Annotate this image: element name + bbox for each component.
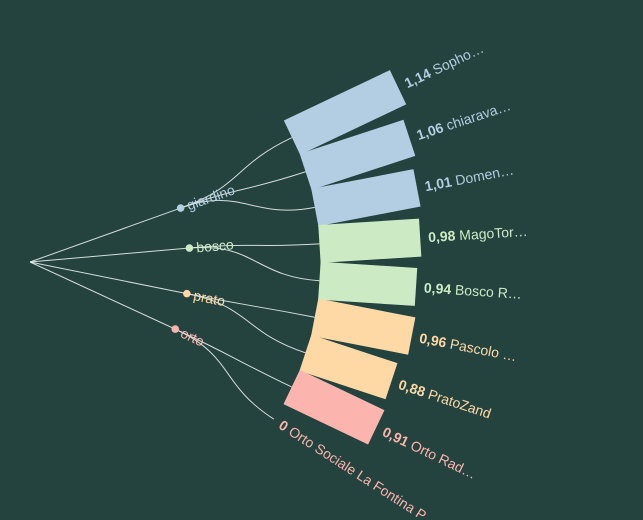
leaf-label-4: 0,94 Bosco R… [423, 279, 522, 301]
link-leaf-8 [175, 328, 275, 420]
category-node-prato [183, 289, 191, 298]
leaf-name-2: Domen… [450, 161, 515, 189]
link-leaf-5 [186, 293, 315, 318]
bar-2 [311, 169, 421, 227]
category-label-giardino: giardino [185, 181, 237, 213]
link-leaf-1 [180, 171, 306, 209]
leaf-label-0: 1,14 Sopho… [402, 40, 486, 91]
link-leaf-4 [189, 246, 320, 282]
link-leaf-6 [186, 293, 306, 354]
category-node-giardino [176, 204, 185, 212]
leaf-name-5: Pascolo … [445, 335, 518, 364]
leaf-label-1: 1,06 chiarava… [414, 97, 512, 143]
category-node-bosco [185, 244, 194, 252]
bar-4 [318, 261, 418, 306]
link-root-prato [29, 261, 187, 295]
link-leaf-3 [189, 243, 320, 249]
leaf-value-2: 1,01 [423, 173, 453, 194]
leaf-value-4: 0,94 [423, 279, 451, 297]
bar-5 [311, 298, 416, 355]
leaf-label-2: 1,01 Domen… [423, 161, 515, 194]
leaf-label-3: 0,98 MagoTor… [428, 223, 528, 245]
category-label-bosco: bosco [196, 236, 235, 255]
bar-7 [283, 369, 385, 445]
link-leaf-7 [175, 328, 292, 388]
leaf-value-3: 0,98 [428, 227, 456, 245]
leaf-label-5: 0,96 Pascolo … [418, 330, 518, 365]
leaf-name-4: Bosco R… [451, 281, 523, 302]
bar-0 [283, 70, 407, 155]
category-node-orto [171, 325, 180, 333]
leaf-name-1: chiarava… [440, 97, 512, 134]
leaf-value-5: 0,96 [418, 330, 448, 351]
leaf-name-3: MagoTor… [455, 223, 528, 243]
link-root-bosco [29, 247, 190, 263]
link-root-giardino [29, 207, 181, 263]
link-leaf-2 [180, 200, 315, 211]
category-label-prato: prato [192, 287, 227, 309]
leaf-name-6: PratoZand [422, 385, 493, 422]
bar-1 [299, 119, 416, 190]
leaf-label-6: 0,88 PratoZand [397, 376, 494, 421]
link-leaf-0 [180, 137, 293, 209]
leaf-name-0: Sopho… [426, 40, 486, 79]
bar-3 [318, 218, 422, 263]
link-root-orto [29, 261, 176, 330]
bar-6 [299, 334, 398, 400]
leaf-label-7: 0,91 Orto Rad… [380, 424, 479, 482]
leaf-name-7: Orto Rad… [405, 435, 479, 482]
